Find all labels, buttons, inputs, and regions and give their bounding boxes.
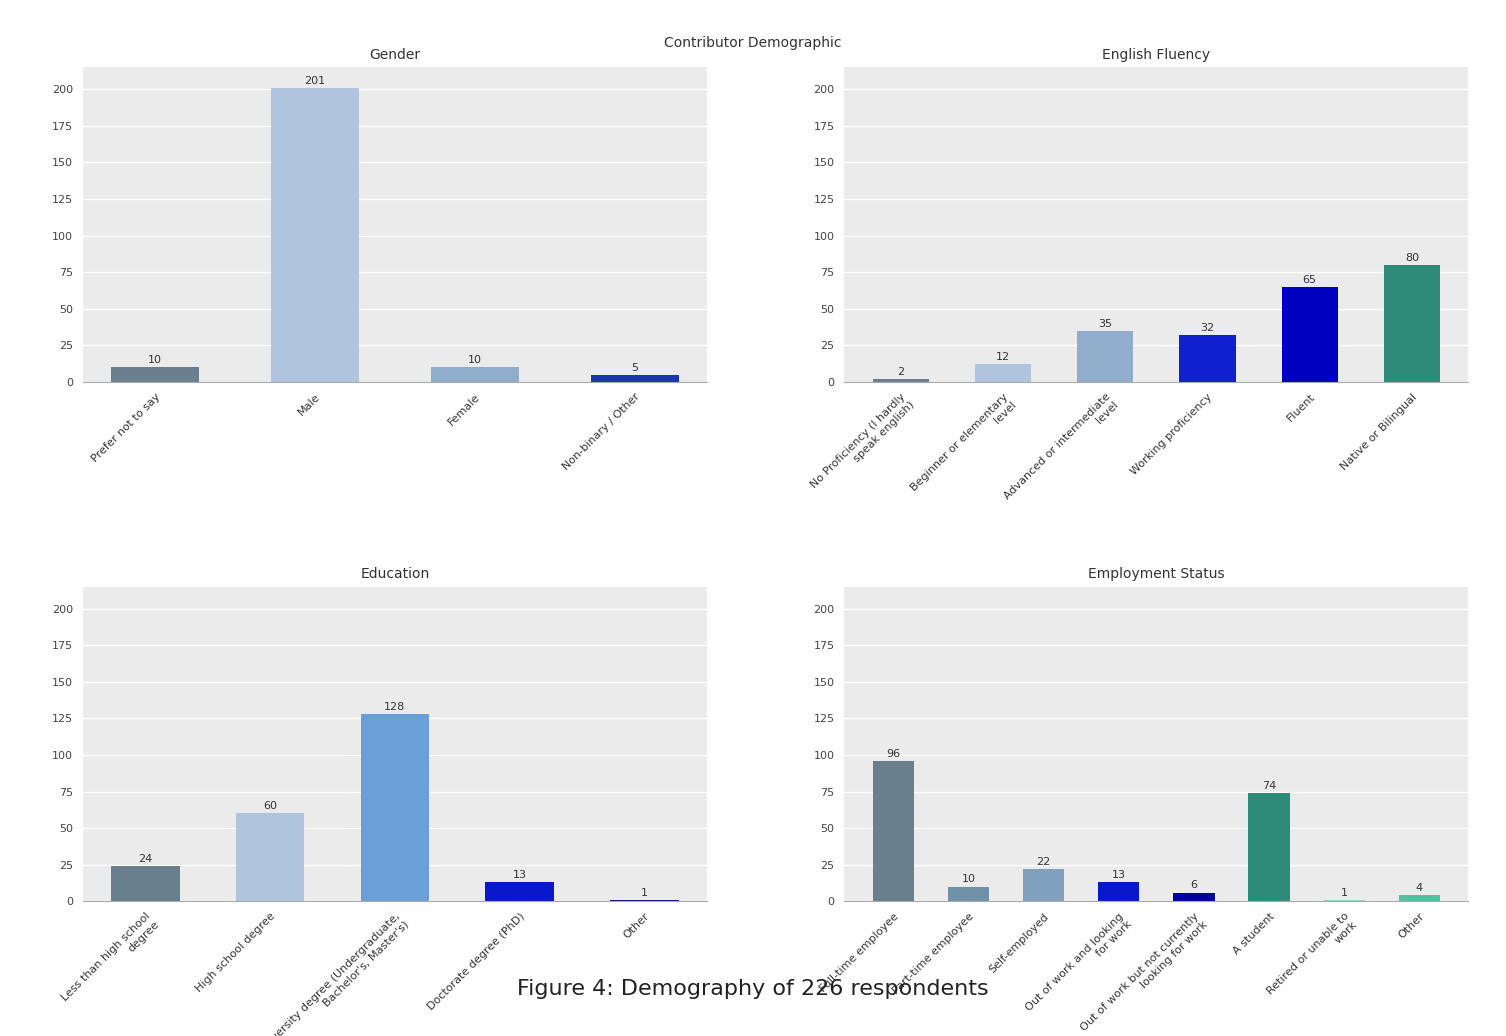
Text: 24: 24 (139, 854, 152, 864)
Bar (1282, 287, 1337, 382)
Bar (485, 883, 554, 901)
Text: 35: 35 (1098, 319, 1113, 328)
Text: 6: 6 (1190, 881, 1197, 890)
Text: 5: 5 (631, 363, 639, 373)
Text: 128: 128 (384, 701, 405, 712)
Text: 4: 4 (1416, 884, 1423, 893)
Bar (1179, 336, 1235, 382)
Bar (111, 368, 199, 382)
Bar (872, 379, 929, 382)
Text: 74: 74 (1262, 781, 1276, 790)
Text: 12: 12 (995, 352, 1011, 363)
Title: Employment Status: Employment Status (1087, 568, 1224, 581)
Text: 10: 10 (468, 355, 482, 366)
Bar (431, 368, 518, 382)
Bar (1399, 895, 1440, 901)
Text: Contributor Demographic: Contributor Demographic (664, 36, 842, 51)
Bar (590, 375, 679, 382)
Bar (1324, 900, 1364, 901)
Bar (610, 900, 679, 901)
Text: 13: 13 (1111, 870, 1125, 881)
Text: 1: 1 (1340, 888, 1348, 897)
Bar (1248, 793, 1289, 901)
Bar (111, 866, 179, 901)
Text: 10: 10 (148, 355, 163, 366)
Text: 60: 60 (264, 801, 277, 811)
Text: Figure 4: Demography of 226 respondents: Figure 4: Demography of 226 respondents (517, 979, 989, 1000)
Title: English Fluency: English Fluency (1102, 48, 1211, 62)
Text: 65: 65 (1303, 275, 1316, 285)
Text: 32: 32 (1200, 323, 1214, 333)
Bar (1023, 869, 1065, 901)
Bar (360, 714, 429, 901)
Text: 1: 1 (640, 888, 648, 897)
Text: 96: 96 (886, 749, 901, 758)
Text: 22: 22 (1036, 857, 1051, 867)
Title: Education: Education (360, 568, 429, 581)
Title: Gender: Gender (369, 48, 420, 62)
Text: 80: 80 (1405, 253, 1419, 263)
Bar (236, 813, 304, 901)
Text: 13: 13 (512, 870, 527, 881)
Bar (947, 887, 989, 901)
Bar (1173, 893, 1214, 901)
Bar (1077, 330, 1134, 382)
Text: 201: 201 (304, 76, 325, 86)
Bar (872, 760, 914, 901)
Bar (974, 365, 1032, 382)
Bar (1098, 883, 1140, 901)
Bar (271, 88, 358, 382)
Text: 2: 2 (898, 367, 904, 377)
Text: 10: 10 (961, 874, 976, 885)
Bar (1384, 265, 1440, 382)
